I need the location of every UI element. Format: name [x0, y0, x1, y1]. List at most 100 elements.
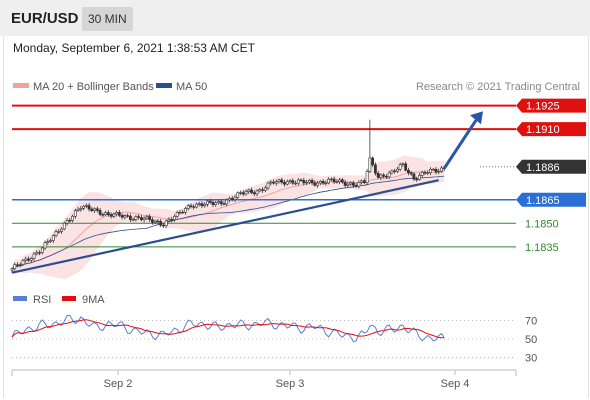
legend-ma20-swatch [13, 83, 29, 88]
time-tick-label-2: Sep 4 [441, 378, 470, 390]
candle-body [434, 168, 438, 173]
candle-body [126, 215, 130, 217]
candle-body [266, 182, 270, 189]
candle-body [117, 212, 121, 216]
level-label-1: 1.1910 [526, 124, 560, 136]
rsi-ma9-line [11, 319, 445, 339]
candle-body [420, 171, 424, 176]
candle-body [164, 220, 168, 227]
candle-body [189, 205, 193, 207]
candle-body [263, 187, 267, 191]
candle-body [68, 220, 72, 222]
candle-body [195, 203, 198, 208]
candle-body [296, 179, 300, 184]
candle-body [423, 171, 427, 174]
candle-body [153, 220, 157, 223]
candle-body [76, 208, 80, 211]
candle-body [10, 268, 14, 271]
timeframe-button[interactable]: 30 MIN [82, 7, 133, 31]
candle-body [241, 192, 245, 195]
candle-body [368, 157, 372, 172]
candle-body [335, 181, 339, 183]
time-tick-label-0: Sep 2 [104, 378, 133, 390]
candle-body [120, 215, 124, 218]
legend-ma50-swatch [156, 83, 172, 88]
candle-body [106, 212, 110, 215]
candle-body [131, 219, 135, 221]
candle-body [35, 252, 39, 255]
candle-body [159, 221, 163, 226]
candle-body [139, 217, 143, 221]
candle-body [32, 253, 36, 259]
candle-body [277, 179, 281, 183]
candle-body [60, 228, 63, 232]
candle-body [16, 264, 19, 266]
candle-body [109, 214, 113, 217]
level-tag-3 [516, 192, 586, 207]
candle-body [43, 242, 47, 249]
candle-body [418, 174, 421, 180]
candle-body [357, 181, 361, 187]
candle-body [38, 252, 41, 254]
candle-body [222, 203, 226, 205]
candle-body [327, 178, 330, 184]
candle-body [186, 205, 190, 209]
candle-body [18, 264, 22, 266]
candle-body [280, 179, 284, 183]
rsi-tick-50: 50 [525, 334, 537, 346]
candle-body [87, 205, 91, 210]
candle-body [274, 181, 278, 184]
candle-body [123, 215, 127, 218]
candle-body [285, 181, 289, 185]
candle-body [302, 180, 306, 184]
candle-body [219, 201, 223, 205]
candle-body [390, 170, 394, 174]
candle-body [200, 203, 204, 207]
ma20-line [11, 170, 445, 270]
candle-body [318, 180, 322, 184]
candle-body [233, 196, 237, 200]
candle-body [313, 182, 317, 186]
candle-body [62, 222, 66, 230]
candle-body [305, 181, 308, 184]
chart-header: EUR/USD 30 MIN [0, 0, 590, 36]
candle-body [258, 189, 262, 192]
candle-body [13, 264, 17, 270]
legend-rsi-label: RSI [33, 294, 51, 306]
candle-body [387, 172, 391, 178]
candle-body [360, 180, 364, 183]
candle-body [128, 215, 132, 220]
candle-body [21, 260, 25, 265]
candle-body [440, 167, 443, 172]
candle-body [349, 182, 353, 185]
level-label-4: 1.1850 [525, 218, 559, 230]
candle-body [46, 241, 50, 243]
candle-body [49, 240, 52, 242]
projection-arrow-head [470, 111, 483, 125]
candle-body [371, 157, 375, 166]
candle-body [170, 219, 174, 221]
candle-body [269, 181, 273, 184]
candle-body [382, 174, 386, 177]
candle-body [354, 185, 358, 187]
level-tag-0 [516, 98, 586, 113]
candle-body [283, 182, 286, 185]
candle-body [95, 208, 99, 211]
legend-ma9-label: 9MA [82, 294, 105, 306]
candle-body [437, 170, 441, 173]
candle-body [346, 183, 350, 186]
candle-body [206, 200, 209, 205]
candle-body [208, 200, 212, 203]
candle-body [203, 203, 207, 207]
candle-body [250, 189, 253, 193]
trendline [11, 179, 439, 274]
candle-body [324, 182, 328, 185]
candle-body [272, 181, 275, 184]
level-label-5: 1.1835 [525, 242, 559, 254]
candle-body [101, 214, 105, 216]
candle-body [54, 231, 58, 236]
rsi-chart: 70 50 30 [11, 314, 537, 365]
candle-body [173, 216, 176, 221]
candle-body [71, 215, 74, 221]
